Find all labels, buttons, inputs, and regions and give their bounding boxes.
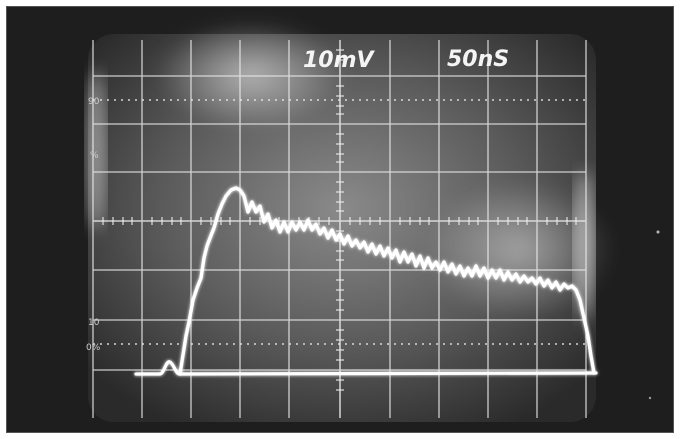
pulse-trace bbox=[178, 186, 596, 376]
screen-haze-left bbox=[86, 70, 106, 230]
baseline-trace bbox=[134, 360, 598, 376]
screen-haze-edge-right bbox=[574, 170, 594, 320]
crt-screen bbox=[88, 34, 596, 422]
screen-haze-top bbox=[155, 20, 345, 130]
label-zero-pct: 0% bbox=[86, 343, 101, 353]
bezel-speck bbox=[648, 396, 652, 400]
bezel-speck bbox=[656, 230, 660, 234]
screen-haze-right bbox=[425, 180, 615, 320]
volts-per-div-label: 10mV bbox=[303, 48, 376, 73]
label-100-pct: % bbox=[90, 151, 99, 161]
reference-dotted-lines bbox=[93, 99, 586, 345]
time-per-div-label: 50nS bbox=[447, 47, 509, 72]
label-10: 10 bbox=[88, 318, 100, 328]
label-90: 90 bbox=[88, 97, 100, 107]
